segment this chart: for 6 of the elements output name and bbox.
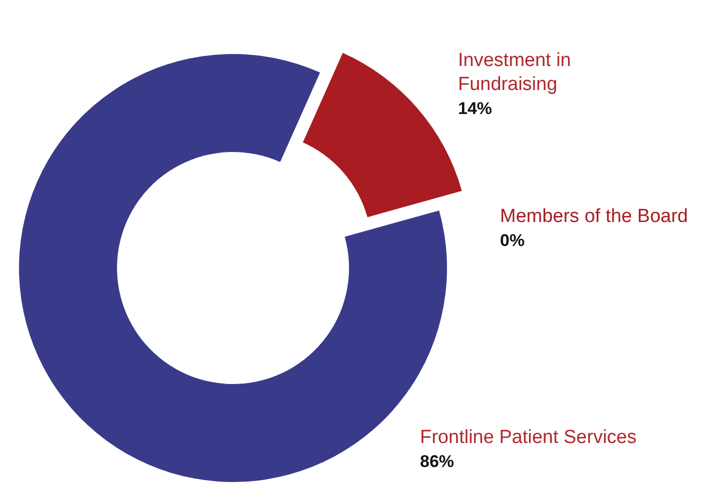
category-label: Members of the Board bbox=[500, 206, 688, 227]
text: 0% bbox=[500, 231, 525, 250]
slice-label: Investment in Fundraising bbox=[458, 50, 571, 95]
data-label: 14% bbox=[458, 99, 492, 118]
data-label: 86% bbox=[420, 452, 454, 471]
slice-label: Frontline Patient Services bbox=[420, 427, 636, 448]
